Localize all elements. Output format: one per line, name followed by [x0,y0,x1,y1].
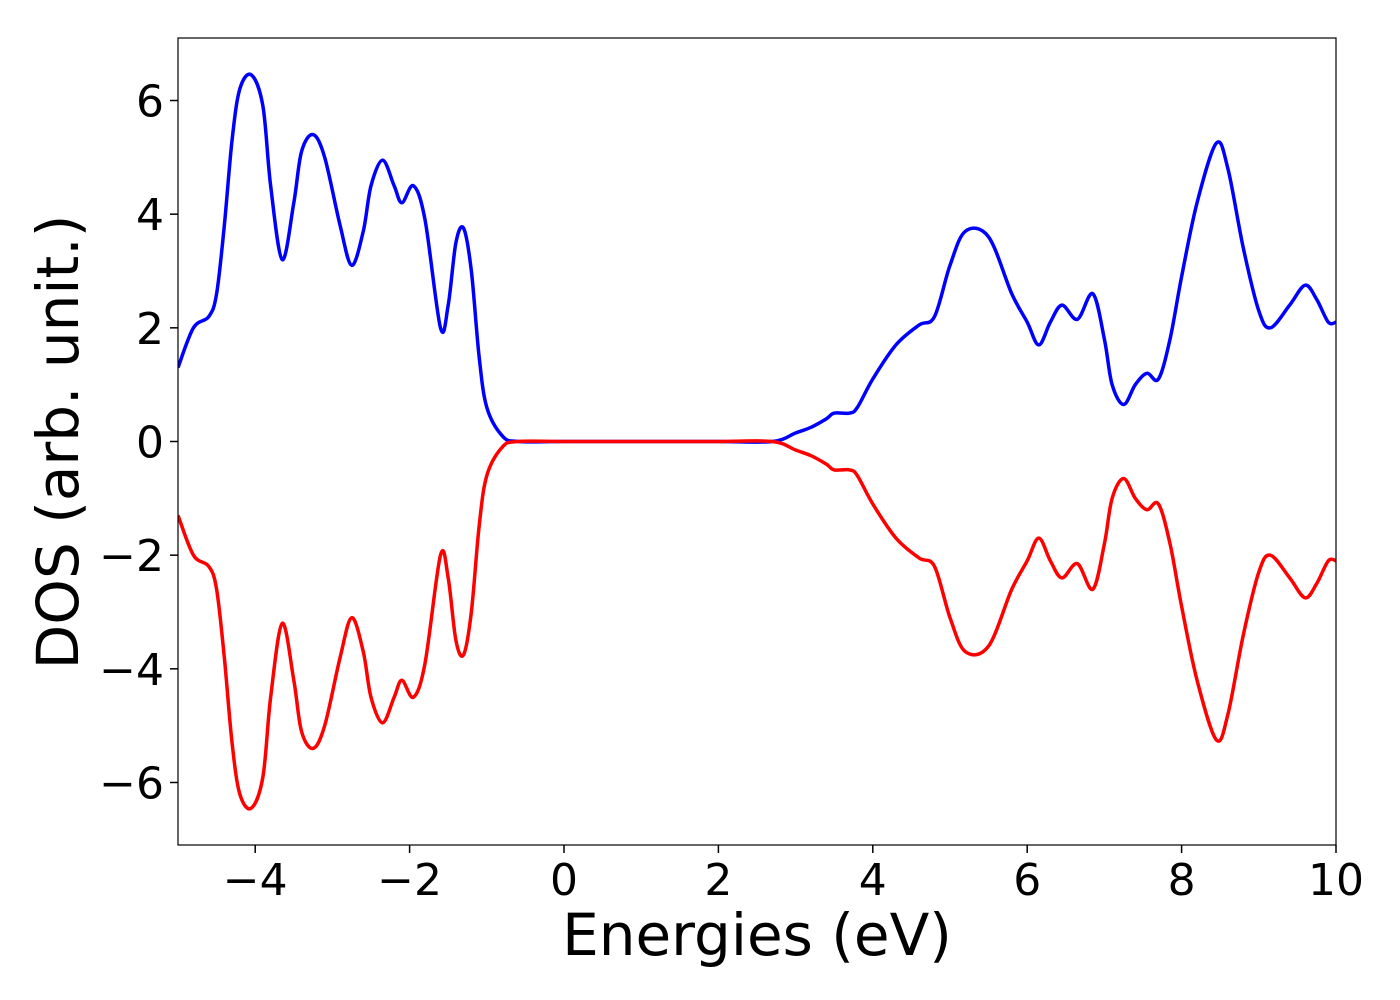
x-tick-label: 0 [550,855,578,906]
y-tick-label: −2 [99,531,164,582]
x-tick-label: −2 [377,855,442,906]
y-tick-label: 4 [136,190,164,241]
x-tick-label: 8 [1168,855,1196,906]
y-tick-label: −6 [99,758,164,809]
x-tick-label: 4 [859,855,887,906]
x-tick-label: −4 [223,855,288,906]
x-tick-label: 2 [704,855,732,906]
plot-frame [177,37,1337,846]
series-line [178,72,1336,444]
y-tick-label: −4 [99,645,164,696]
series-line [178,439,1336,811]
x-tick-label: 10 [1308,855,1364,906]
x-axis-label: Energies (eV) [562,901,952,969]
y-tick-label: 2 [136,304,164,355]
y-axis-label: DOS (arb. unit.) [24,215,92,670]
y-tick-label: 0 [136,418,164,469]
x-tick-label: 6 [1013,855,1041,906]
y-tick-label: 6 [136,77,164,128]
